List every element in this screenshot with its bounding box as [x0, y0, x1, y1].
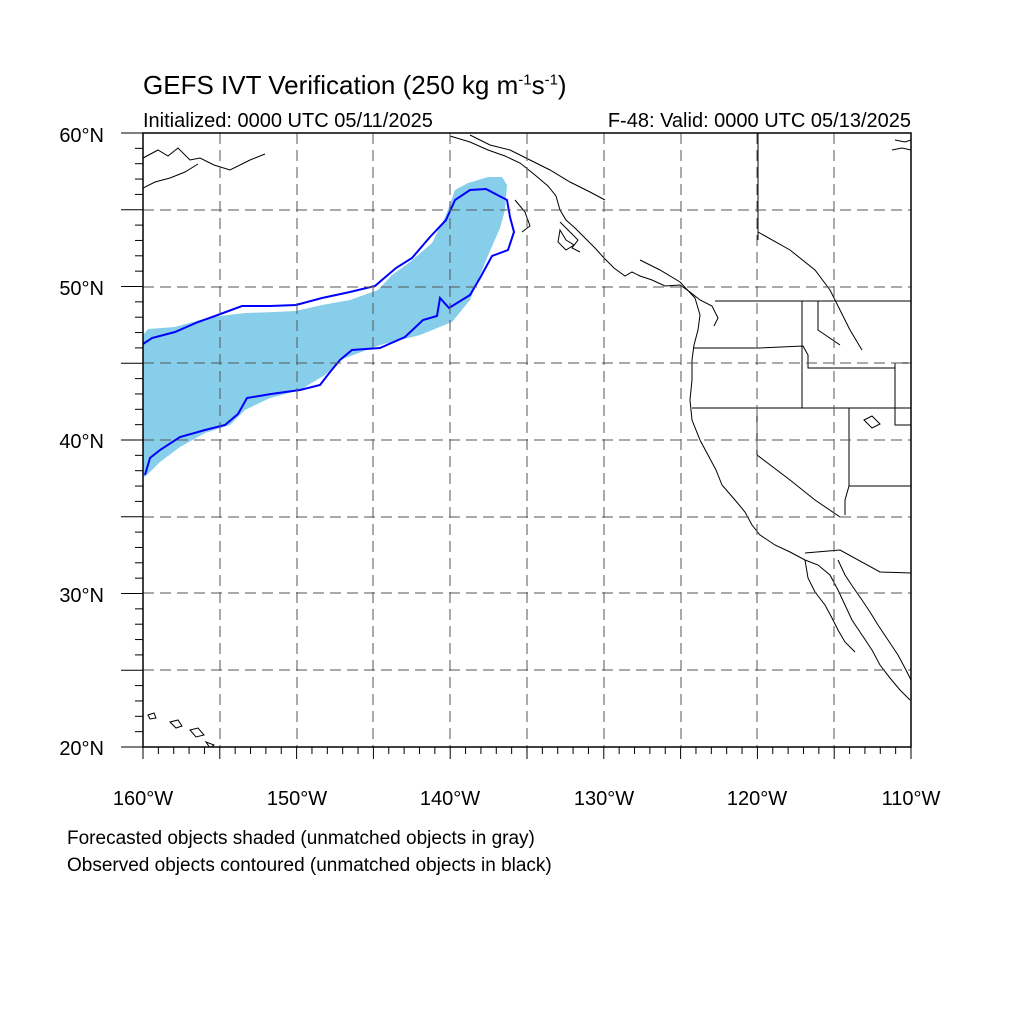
observed-ivt-contour [143, 187, 516, 476]
lat-labels: 60°N 50°N 40°N 30°N 20°N [59, 125, 104, 760]
lon-label-150w: 150°W [267, 788, 327, 810]
axis-ticks [121, 132, 912, 759]
lat-label-40n: 40°N [59, 431, 104, 453]
forecast-ivt-object [143, 177, 507, 478]
lat-label-20n: 20°N [59, 738, 104, 760]
observed-note: Observed objects contoured (unmatched ob… [67, 855, 552, 876]
lon-label-130w: 130°W [574, 788, 634, 810]
legend-notes: Forecasted objects shaded (unmatched obj… [67, 825, 552, 879]
lon-label-120w: 120°W [727, 788, 787, 810]
forecast-note: Forecasted objects shaded (unmatched obj… [67, 828, 535, 849]
lon-labels: 160°W 150°W 140°W 130°W 120°W 110°W [113, 788, 941, 810]
lat-label-60n: 60°N [59, 125, 104, 147]
lat-label-50n: 50°N [59, 278, 104, 300]
lon-label-110w: 110°W [882, 788, 941, 810]
coastlines [143, 134, 911, 747]
valid-time-label: F-48: Valid: 0000 UTC 05/13/2025 [607, 110, 911, 132]
lon-label-140w: 140°W [420, 788, 480, 810]
chart-title: GEFS IVT Verification (250 kg m-1s-1) [143, 70, 567, 100]
political-borders [692, 133, 911, 574]
lon-label-160w: 160°W [113, 788, 173, 810]
map-grid [143, 133, 911, 747]
lat-label-30n: 30°N [59, 585, 104, 607]
init-time-label: Initialized: 0000 UTC 05/11/2025 [143, 110, 433, 132]
